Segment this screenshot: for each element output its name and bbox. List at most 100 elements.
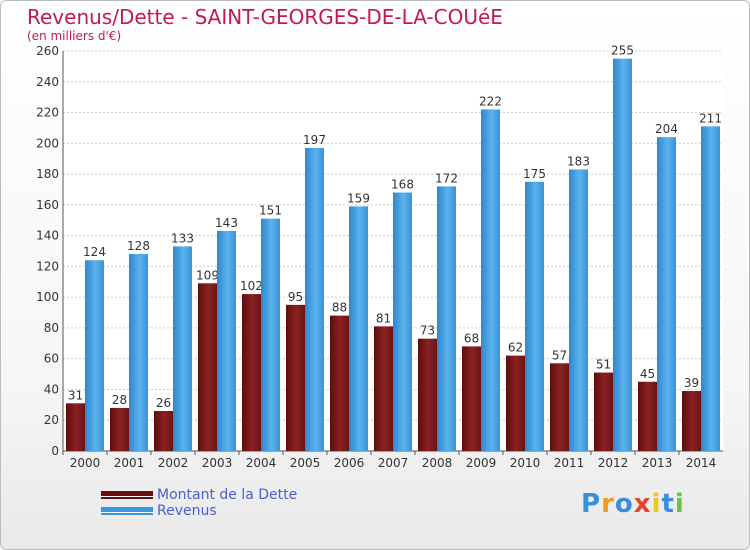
data-label: 222 — [479, 94, 502, 108]
bar-dette — [110, 407, 129, 451]
y-tick-label: 80 — [44, 321, 59, 335]
legend-label-revenus: Revenus — [157, 503, 217, 519]
x-tick-label: 2008 — [422, 456, 453, 470]
bar-revenus — [701, 126, 720, 451]
logo-letter: r — [601, 489, 615, 519]
data-label: 51 — [596, 358, 611, 372]
x-tick-label: 2013 — [642, 456, 673, 470]
bar-dette — [638, 381, 657, 451]
data-label: 143 — [215, 216, 238, 230]
bar-dette — [198, 283, 217, 451]
bar-revenus — [173, 246, 192, 451]
logo-letter: x — [633, 489, 652, 519]
bar-dette — [594, 372, 613, 451]
legend-label-dette: Montant de la Dette — [157, 487, 298, 503]
data-label: 109 — [196, 268, 219, 282]
bar-revenus — [657, 137, 676, 451]
data-label: 45 — [640, 367, 655, 381]
data-label: 102 — [240, 279, 263, 293]
bar-dette — [374, 326, 393, 451]
bar-dette — [66, 403, 85, 451]
bar-dette — [286, 304, 305, 451]
bar-revenus — [305, 147, 324, 451]
bar-dette — [242, 294, 261, 451]
data-label: 28 — [112, 393, 127, 407]
bar-dette — [506, 355, 525, 451]
bar-dette — [462, 346, 481, 451]
y-tick-label: 40 — [44, 382, 59, 396]
bar-revenus — [217, 231, 236, 451]
data-label: 39 — [684, 376, 699, 390]
x-tick-label: 2006 — [334, 456, 365, 470]
data-label: 73 — [420, 324, 435, 338]
bar-dette — [418, 338, 437, 451]
data-label: 168 — [391, 178, 414, 192]
bar-revenus — [525, 181, 544, 451]
data-label: 197 — [303, 133, 326, 147]
y-tick-label: 60 — [44, 352, 59, 366]
x-tick-label: 2011 — [554, 456, 585, 470]
bar-revenus — [261, 218, 280, 451]
data-label: 128 — [127, 239, 150, 253]
y-tick-label: 200 — [36, 136, 59, 150]
legend-swatch-revenus — [101, 507, 153, 515]
y-tick-label: 120 — [36, 259, 59, 273]
chart-subtitle: (en milliers d'€) — [27, 29, 122, 43]
bar-revenus — [613, 58, 632, 451]
data-label: 159 — [347, 191, 370, 205]
chart-title: Revenus/Dette - SAINT-GEORGES-DE-LA-COUé… — [27, 5, 503, 29]
proxiti-logo: Proxiti — [581, 489, 685, 519]
data-label: 31 — [68, 388, 83, 402]
bar-dette — [550, 363, 569, 451]
y-tick-label: 240 — [36, 75, 59, 89]
y-tick-label: 20 — [44, 413, 59, 427]
bar-dette — [682, 391, 701, 451]
data-label: 95 — [288, 290, 303, 304]
bar-revenus — [437, 186, 456, 451]
x-tick-label: 2007 — [378, 456, 409, 470]
data-label: 133 — [171, 231, 194, 245]
data-label: 57 — [552, 348, 567, 362]
logo-letter: P — [581, 489, 602, 519]
x-tick-label: 2010 — [510, 456, 541, 470]
logo-letter: t — [661, 489, 675, 519]
logo-letter: i — [651, 489, 662, 519]
data-label: 204 — [655, 122, 678, 136]
x-tick-label: 2004 — [246, 456, 277, 470]
y-tick-label: 160 — [36, 198, 59, 212]
bar-revenus — [129, 254, 148, 451]
y-tick-label: 180 — [36, 167, 59, 181]
y-tick-label: 260 — [36, 44, 59, 58]
bar-dette — [330, 315, 349, 451]
bar-revenus — [85, 260, 104, 451]
bar-revenus — [349, 206, 368, 451]
data-label: 124 — [83, 245, 106, 259]
y-tick-label: 220 — [36, 106, 59, 120]
x-tick-label: 2003 — [202, 456, 233, 470]
bar-revenus — [481, 109, 500, 451]
data-label: 175 — [523, 167, 546, 181]
y-tick-label: 140 — [36, 229, 59, 243]
y-tick-label: 100 — [36, 290, 59, 304]
x-tick-label: 2014 — [686, 456, 717, 470]
x-tick-label: 2005 — [290, 456, 321, 470]
data-label: 255 — [611, 44, 634, 58]
data-label: 68 — [464, 331, 479, 345]
data-label: 151 — [259, 204, 282, 218]
bar-dette — [154, 411, 173, 451]
bar-revenus — [393, 192, 412, 452]
logo-letter: i — [674, 489, 685, 519]
x-tick-label: 2009 — [466, 456, 497, 470]
data-label: 26 — [156, 396, 171, 410]
data-label: 211 — [699, 111, 722, 125]
legend-swatch-dette — [101, 491, 153, 499]
data-label: 81 — [376, 311, 391, 325]
bar-revenus — [569, 169, 588, 451]
data-label: 183 — [567, 154, 590, 168]
logo-letter: o — [614, 489, 634, 519]
x-tick-label: 2000 — [70, 456, 101, 470]
data-label: 62 — [508, 341, 523, 355]
x-tick-label: 2012 — [598, 456, 629, 470]
